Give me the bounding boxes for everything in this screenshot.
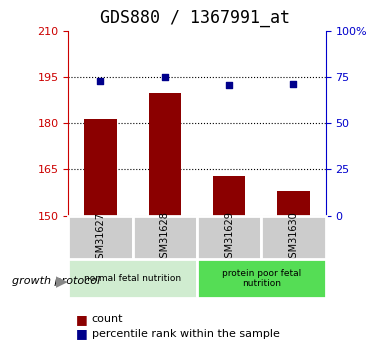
Text: ▶: ▶ [56, 274, 67, 289]
Bar [149, 92, 181, 216]
Text: GSM31628: GSM31628 [160, 211, 170, 265]
Text: GDS880 / 1367991_at: GDS880 / 1367991_at [100, 9, 290, 27]
Point [161, 75, 168, 80]
Bar [68, 259, 197, 298]
Text: growth protocol: growth protocol [12, 276, 100, 286]
Point [290, 81, 296, 86]
Bar [213, 176, 245, 216]
Point [226, 83, 232, 88]
Text: percentile rank within the sample: percentile rank within the sample [92, 329, 280, 339]
Text: GSM31629: GSM31629 [224, 211, 234, 265]
Text: protein poor fetal
nutrition: protein poor fetal nutrition [222, 269, 301, 288]
Bar [261, 216, 326, 260]
Bar [84, 119, 117, 216]
Bar [197, 216, 261, 260]
Bar [68, 216, 133, 260]
Text: GSM31627: GSM31627 [96, 211, 105, 265]
Bar [197, 259, 326, 298]
Text: count: count [92, 314, 123, 324]
Bar [277, 191, 310, 216]
Text: ■: ■ [76, 327, 88, 341]
Point [98, 78, 104, 83]
Text: normal fetal nutrition: normal fetal nutrition [84, 274, 181, 283]
Text: GSM31630: GSM31630 [289, 212, 298, 264]
Bar [133, 216, 197, 260]
Text: ■: ■ [76, 313, 88, 326]
